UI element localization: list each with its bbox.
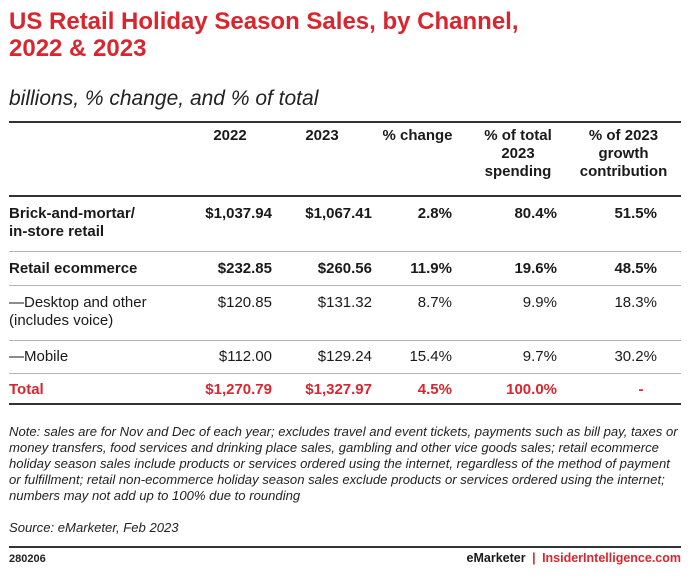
brand-insiderintelligence: InsiderIntelligence.com: [542, 551, 681, 565]
table-row: —Mobile $112.00 $129.24 15.4% 9.7% 30.2%: [9, 348, 681, 368]
row-label: —Desktop and other (includes voice): [9, 294, 179, 330]
col-header-pct-total: % of total 2023 spending: [468, 127, 568, 181]
col-header-pct-total-line2: 2023: [501, 145, 535, 162]
row-divider: [9, 373, 681, 374]
col-header-growth-line1: % of 2023: [588, 127, 659, 144]
row-label-line2: (includes voice): [9, 312, 114, 329]
cell-2022: $1,037.94: [205, 205, 272, 222]
footnote: Note: sales are for Nov and Dec of each …: [9, 408, 684, 552]
cell-pct-total: 19.6%: [514, 260, 557, 277]
cell-growth: 30.2%: [614, 348, 657, 365]
cell-2022: $232.85: [217, 260, 272, 277]
row-label: Brick-and-mortar/ in-store retail: [9, 205, 179, 241]
cell-growth: 51.5%: [614, 205, 657, 222]
row-label: —Mobile: [9, 348, 69, 365]
table-row-total: Total $1,270.79 $1,327.97 4.5% 100.0% -: [9, 381, 681, 401]
page-title: US Retail Holiday Season Sales, by Chann…: [9, 8, 679, 62]
cell-2023: $260.56: [317, 260, 372, 277]
footnote-text: Note: sales are for Nov and Dec of each …: [9, 424, 678, 503]
cell-2023: $131.32: [317, 294, 372, 311]
cell-change: 11.9%: [410, 260, 452, 277]
cell-2023: $1,067.41: [305, 205, 372, 222]
cell-change: 2.8%: [417, 205, 452, 222]
cell-change: 8.7%: [417, 294, 452, 311]
table-row: Retail ecommerce $232.85 $260.56 11.9% 1…: [9, 260, 681, 280]
cell-growth: -: [638, 381, 644, 398]
cell-pct-total: 100.0%: [506, 381, 557, 398]
footer-rule: [9, 546, 681, 548]
table-bottom-rule: [9, 403, 681, 405]
cell-growth: 18.3%: [614, 294, 657, 311]
cell-2023: $129.24: [317, 348, 372, 365]
col-header-pct-total-line3: spending: [484, 163, 552, 180]
cell-change: 4.5%: [417, 381, 452, 398]
col-header-pct-total-line1: % of total: [484, 127, 552, 144]
source-text: Source: eMarketer, Feb 2023: [9, 520, 179, 535]
col-header-2022: 2022: [213, 127, 247, 144]
row-label: Retail ecommerce: [9, 260, 138, 277]
row-divider: [9, 285, 681, 286]
table-row: Brick-and-mortar/ in-store retail $1,037…: [9, 205, 681, 245]
cell-change: 15.4%: [409, 348, 452, 365]
cell-2022: $112.00: [218, 348, 272, 365]
col-header-change: % change: [382, 127, 453, 144]
row-divider: [9, 340, 681, 341]
subtitle: billions, % change, and % of total: [9, 87, 319, 110]
header-top-rule: [9, 121, 681, 123]
brand-separator: |: [532, 551, 536, 565]
cell-pct-total: 80.4%: [514, 205, 557, 222]
col-header-growth: % of 2023 growth contribution: [566, 127, 681, 181]
cell-growth: 48.5%: [614, 260, 657, 277]
row-divider: [9, 251, 681, 252]
row-label-line1: —Desktop and other: [9, 294, 147, 311]
cell-2022: $1,270.79: [205, 381, 272, 398]
cell-2022: $120.85: [217, 294, 272, 311]
row-label-line1: Brick-and-mortar/: [9, 205, 135, 222]
cell-pct-total: 9.7%: [522, 348, 557, 365]
col-header-growth-line3: contribution: [579, 163, 668, 180]
title-line-2: 2022 & 2023: [9, 35, 147, 62]
chart-id: 280206: [9, 553, 46, 565]
cell-pct-total: 9.9%: [522, 294, 557, 311]
brand-footer: eMarketer | InsiderIntelligence.com: [467, 551, 681, 565]
row-label: Total: [9, 381, 44, 398]
header-bottom-rule: [9, 195, 681, 197]
col-header-2023: 2023: [305, 127, 339, 144]
col-header-growth-line2: growth: [598, 145, 649, 162]
row-label-line2: in-store retail: [9, 223, 105, 240]
cell-2023: $1,327.97: [305, 381, 372, 398]
title-line-1: US Retail Holiday Season Sales, by Chann…: [9, 8, 519, 35]
brand-emarketer: eMarketer: [466, 551, 526, 565]
table-row: —Desktop and other (includes voice) $120…: [9, 294, 681, 334]
